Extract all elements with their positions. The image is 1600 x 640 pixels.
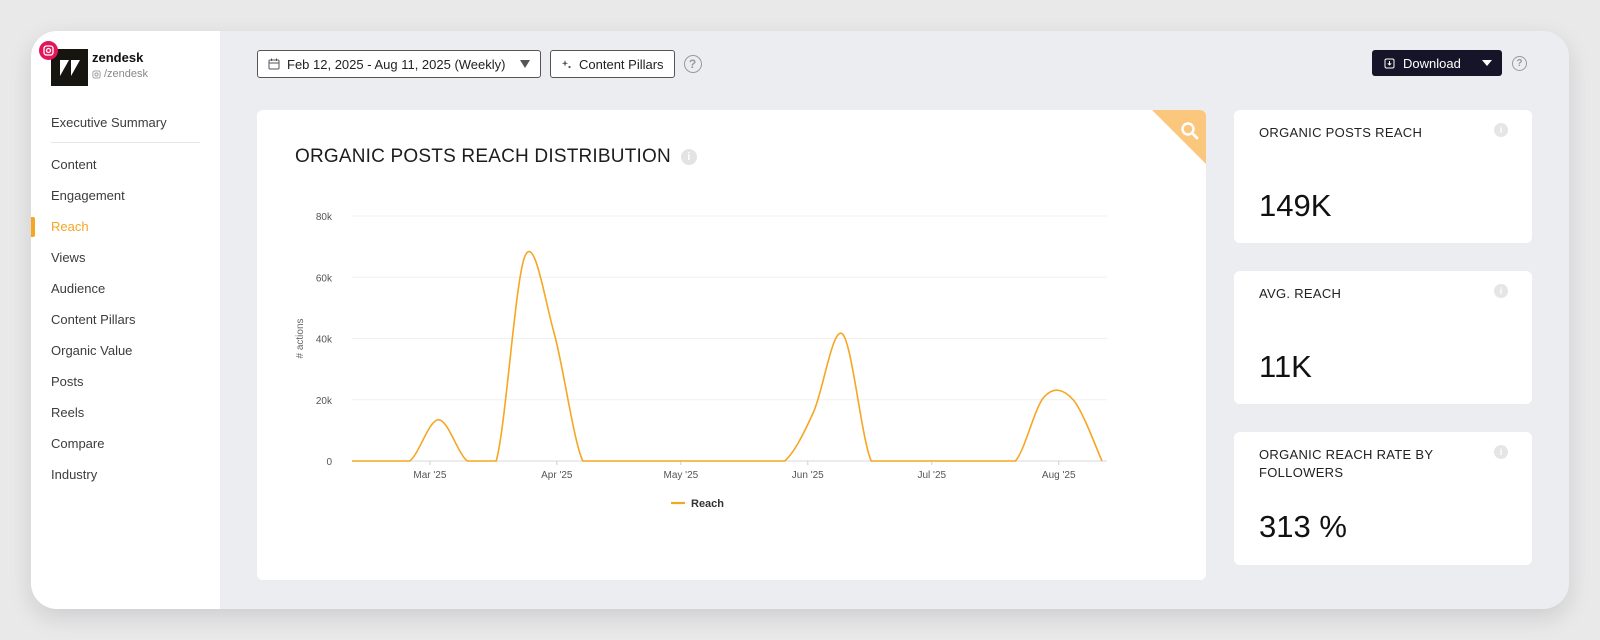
download-button[interactable]: Download <box>1372 50 1502 76</box>
nav-divider <box>51 142 200 143</box>
sidebar-item-industry[interactable]: Industry <box>51 467 98 482</box>
calendar-icon <box>268 58 280 70</box>
profile-card[interactable]: zendesk /zendesk <box>39 41 211 87</box>
series-line-reach <box>351 250 1103 462</box>
stat-label: AVG. REACH <box>1259 286 1342 301</box>
sidebar-item-posts[interactable]: Posts <box>51 374 84 389</box>
profile-handle-text: /zendesk <box>104 68 149 80</box>
app-window: zendesk /zendesk Executive Summary Conte… <box>31 31 1569 609</box>
zendesk-logo <box>51 49 88 86</box>
instagram-small-icon <box>92 69 101 79</box>
date-range-select[interactable]: Feb 12, 2025 - Aug 11, 2025 (Weekly) <box>257 50 541 78</box>
chart-title: ORGANIC POSTS REACH DISTRIBUTION i <box>295 146 697 168</box>
caret-down-icon[interactable] <box>1482 60 1492 66</box>
y-tick-label: 20k <box>316 396 333 407</box>
sidebar-item-content-pillars[interactable]: Content Pillars <box>51 312 136 327</box>
y-tick-label: 60k <box>316 273 333 284</box>
sidebar-nav: Executive Summary Content Engagement Rea… <box>31 107 220 490</box>
profile-handle: /zendesk <box>92 68 148 80</box>
download-label: Download <box>1403 55 1461 71</box>
sidebar-item-reels[interactable]: Reels <box>51 405 85 420</box>
legend-label-reach: Reach <box>691 498 724 510</box>
stat-value: 313 % <box>1259 509 1347 544</box>
download-help-icon[interactable]: ? <box>1512 55 1527 71</box>
profile-name: zendesk <box>92 50 144 65</box>
x-tick-label: Aug '25 <box>1042 470 1076 481</box>
y-tick-label: 0 <box>326 457 332 468</box>
sidebar-item-views[interactable]: Views <box>51 250 86 265</box>
instagram-icon <box>39 41 58 60</box>
y-tick-label: 80k <box>316 212 333 223</box>
info-icon[interactable]: i <box>1494 284 1508 298</box>
download-area: Download ? <box>1372 50 1527 76</box>
x-tick-label: Jul '25 <box>918 470 947 481</box>
y-axis-label: # actions <box>295 318 306 358</box>
stat-card-organic-posts-reach: ORGANIC POSTS REACH i 149K <box>1234 110 1532 243</box>
sidebar-item-content[interactable]: Content <box>51 157 97 172</box>
x-tick-label: Jun '25 <box>792 470 824 481</box>
stat-value: 149K <box>1259 188 1332 223</box>
info-icon[interactable]: i <box>1494 445 1508 459</box>
y-tick-label: 40k <box>316 335 333 346</box>
stat-card-organic-reach-rate: ORGANIC REACH RATE BY FOLLOWERS i 313 % <box>1234 432 1532 565</box>
sidebar-item-organic-value[interactable]: Organic Value <box>51 343 133 358</box>
sidebar: zendesk /zendesk Executive Summary Conte… <box>31 31 220 609</box>
zoom-corner[interactable] <box>1152 110 1206 164</box>
sparkle-icon <box>561 59 571 68</box>
chart-title-text: ORGANIC POSTS REACH DISTRIBUTION <box>295 146 671 167</box>
stat-card-avg-reach: AVG. REACH i 11K <box>1234 271 1532 404</box>
date-range-label: Feb 12, 2025 - Aug 11, 2025 (Weekly) <box>287 56 506 72</box>
help-icon[interactable]: ? <box>683 55 702 73</box>
reach-chart: 0 20k 40k 60k 80k # actions Mar '25 Apr '25 May … <box>295 212 1107 510</box>
x-tick-label: Mar '25 <box>413 470 446 481</box>
content-pillars-label: Content Pillars <box>579 56 664 72</box>
sidebar-item-executive-summary[interactable]: Executive Summary <box>51 115 167 130</box>
stat-value: 11K <box>1259 349 1312 384</box>
info-icon[interactable]: i <box>680 149 697 165</box>
sidebar-item-audience[interactable]: Audience <box>51 281 106 296</box>
search-icon <box>1181 122 1199 140</box>
stat-label: ORGANIC POSTS REACH <box>1259 125 1423 140</box>
sidebar-item-engagement[interactable]: Engagement <box>51 188 125 203</box>
chevron-down-icon <box>520 60 530 68</box>
sidebar-item-reach[interactable]: Reach <box>31 211 220 242</box>
x-tick-label: Apr '25 <box>541 470 573 481</box>
x-tick-label: May '25 <box>663 470 698 481</box>
stat-label: ORGANIC REACH RATE BY FOLLOWERS <box>1259 447 1434 480</box>
download-icon <box>1384 58 1395 68</box>
sidebar-item-compare[interactable]: Compare <box>51 436 105 451</box>
toolbar: Feb 12, 2025 - Aug 11, 2025 (Weekly) Con… <box>257 50 702 78</box>
reach-distribution-card: ORGANIC POSTS REACH DISTRIBUTION i 0 20k 4… <box>257 110 1206 580</box>
info-icon[interactable]: i <box>1494 123 1508 137</box>
content-pillars-button[interactable]: Content Pillars <box>550 50 675 78</box>
